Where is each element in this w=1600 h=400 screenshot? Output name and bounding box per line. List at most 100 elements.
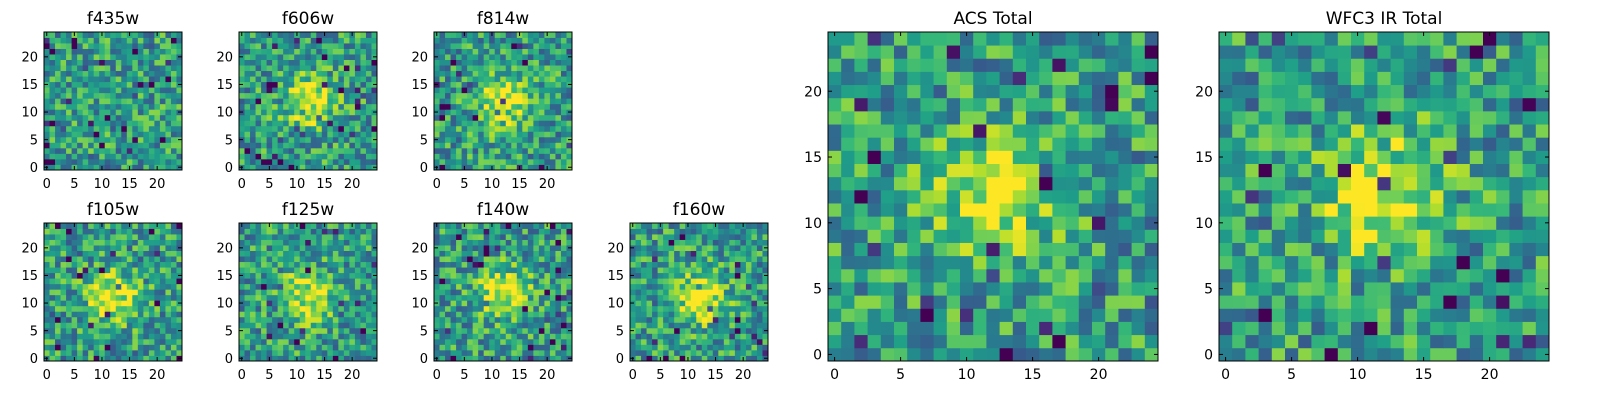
heatmap-cell: [159, 142, 166, 149]
heatmap-cell: [277, 120, 284, 127]
heatmap-cell: [734, 228, 741, 235]
heatmap-cell: [456, 147, 462, 154]
heatmap-cell: [71, 98, 78, 105]
heatmap-cell: [478, 125, 485, 132]
heatmap-cell: [60, 103, 67, 110]
heatmap-cell: [652, 333, 658, 340]
heatmap-cell: [266, 70, 273, 77]
heatmap-cell: [60, 120, 67, 127]
heatmap-cell: [305, 300, 312, 307]
heatmap-cell: [82, 283, 89, 290]
heatmap-cell: [170, 344, 177, 351]
heatmap-cell: [239, 234, 245, 240]
heatmap-cell: [527, 294, 534, 301]
heatmap-cell: [288, 245, 295, 251]
heatmap-cell: [316, 70, 323, 77]
heatmap-cell: [288, 256, 295, 263]
heatmap-cell: [690, 250, 697, 257]
heatmap-cell: [505, 349, 512, 356]
heatmap-cell: [555, 70, 562, 77]
heatmap-cell: [701, 322, 708, 329]
heatmap-cell: [104, 76, 111, 83]
heatmap-cell: [729, 278, 736, 285]
heatmap-cell: [1026, 268, 1040, 283]
heatmap-cell: [456, 349, 462, 356]
heatmap-cell: [723, 267, 730, 274]
heatmap-cell: [439, 338, 446, 345]
heatmap-cell: [277, 65, 284, 72]
heatmap-cell: [907, 242, 921, 257]
heatmap-cell: [549, 136, 556, 143]
heatmap-cell: [55, 311, 61, 318]
heatmap-cell: [272, 92, 279, 99]
heatmap-cell: [920, 308, 934, 322]
heatmap-cell: [49, 256, 56, 263]
heatmap-cell: [434, 37, 440, 44]
heatmap-cell: [148, 103, 155, 110]
heatmap-cell: [255, 267, 262, 274]
heatmap-cell: [1026, 163, 1040, 178]
heatmap-cell: [49, 32, 56, 38]
heatmap-cell: [49, 92, 56, 99]
heatmap-cell: [434, 338, 440, 345]
heatmap-cell: [88, 272, 95, 279]
heatmap-cell: [250, 344, 256, 351]
heatmap-cell: [762, 344, 769, 351]
heatmap-cell: [294, 311, 301, 318]
heatmap-cell: [60, 223, 67, 229]
heatmap-cell: [445, 256, 451, 263]
heatmap-cell: [674, 256, 681, 263]
heatmap-cell: [159, 250, 166, 257]
heatmap-cell: [707, 256, 714, 263]
heatmap-cell: [49, 311, 56, 318]
heatmap-cell: [560, 250, 567, 257]
heatmap-cell: [360, 158, 367, 165]
heatmap-cell: [316, 43, 323, 49]
heatmap-cell: [483, 245, 490, 251]
heatmap-cell: [255, 289, 262, 296]
heatmap-cell: [360, 153, 367, 160]
heatmap-cell: [137, 98, 144, 105]
heatmap-cell: [740, 283, 747, 290]
heatmap-cell: [712, 234, 719, 240]
heatmap-cell: [751, 333, 758, 340]
heatmap-cell: [522, 245, 529, 251]
heatmap-cell: [527, 322, 534, 329]
heatmap-cell: [332, 103, 339, 110]
heatmap-cell: [305, 250, 312, 257]
heatmap-cell: [327, 142, 334, 149]
heatmap-cell: [176, 59, 183, 66]
heatmap-cell: [483, 305, 490, 312]
heatmap-cell: [137, 234, 144, 240]
heatmap-cell: [121, 245, 128, 251]
heatmap-cell: [137, 48, 144, 55]
heatmap-cell: [154, 250, 161, 257]
heatmap-cell: [310, 120, 317, 127]
heatmap-cell: [176, 228, 183, 235]
heatmap-cell: [933, 268, 948, 283]
heatmap-cell: [986, 334, 1000, 349]
heatmap-cell: [77, 344, 84, 351]
heatmap-cell: [277, 327, 284, 334]
heatmap-cell: [494, 32, 501, 38]
heatmap-cell: [126, 54, 133, 60]
heatmap-cell: [461, 267, 468, 274]
heatmap-cell: [494, 256, 501, 263]
heatmap-cell: [489, 349, 496, 356]
heatmap-cell: [239, 338, 245, 345]
heatmap-cell: [132, 142, 139, 149]
heatmap-cell: [516, 267, 523, 274]
heatmap-cell: [696, 250, 703, 257]
heatmap-cell: [434, 250, 440, 257]
heatmap-cell: [560, 87, 567, 94]
heatmap-cell: [516, 349, 523, 356]
heatmap-cell: [288, 349, 295, 356]
heatmap-cell: [450, 344, 457, 351]
heatmap-cell: [55, 239, 61, 246]
heatmap-cell: [165, 333, 172, 340]
heatmap-cell: [456, 305, 462, 312]
heatmap-cell: [261, 349, 267, 356]
heatmap-cell: [88, 153, 95, 160]
heatmap-cell: [483, 114, 490, 121]
heatmap-cell: [283, 114, 290, 121]
